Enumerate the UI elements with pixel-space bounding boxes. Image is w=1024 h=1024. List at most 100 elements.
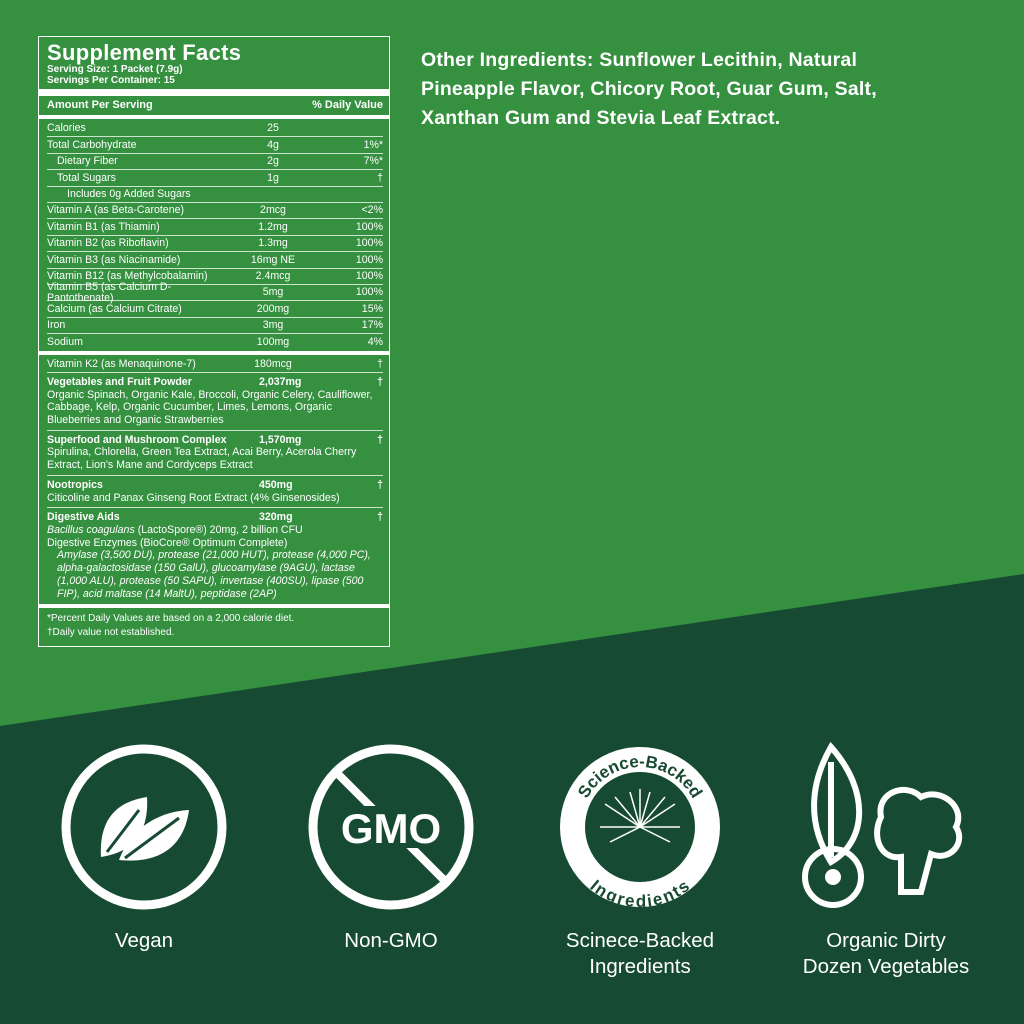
badge-label: Vegan <box>114 929 174 952</box>
footnotes: *Percent Daily Values are based on a 2,0… <box>47 610 383 639</box>
nutrient-amount: 4g <box>267 138 279 151</box>
section-description: Citicoline and Panax Ginseng Root Extrac… <box>47 491 340 504</box>
nutrient-amount: 3mg <box>262 319 284 332</box>
nutrient-row: Iron 3mg 17% <box>47 318 383 335</box>
nutrient-name: Vitamin K2 (as Menaquinone-7) <box>47 357 196 370</box>
nutrient-row: Total Sugars 1g † <box>47 170 383 187</box>
nutrient-name: Iron <box>47 319 66 332</box>
nutrient-name: Total Sugars <box>57 171 116 184</box>
nutrient-row: Vitamin A (as Beta-Carotene) 2mcg <2% <box>47 203 384 220</box>
nutrient-row: Vitamin B2 (as Riboflavin) 1.3mg 100% <box>47 236 383 253</box>
nutrient-row: Includes 0g Added Sugars <box>47 187 383 204</box>
nutrient-name: Calcium (as Calcium Citrate) <box>47 302 182 315</box>
nutrient-dv: 100% <box>355 220 383 233</box>
nutrient-dv: 17% <box>361 319 383 332</box>
divider <box>39 604 389 609</box>
nutrient-row: Vitamin B1 (as Thiamin) 1.2mg 100% <box>47 219 383 236</box>
badge-dirty-dozen: Organic Dirty Dozen Vegetables <box>786 742 986 980</box>
nutrient-name: Total Carbohydrate <box>47 138 137 151</box>
nutrient-dv: 100% <box>355 253 383 266</box>
nutrient-row: Vitamin B5 (as Calcium D-Pantothenate) 5m… <box>47 281 383 304</box>
enzymes-list: Amylase (3,500 DU), protease (21,000 HUT… <box>57 549 371 600</box>
header-amount: Amount Per Serving <box>47 99 153 112</box>
nutrient-name: Vitamin B3 (as Niacinamide) <box>47 253 181 266</box>
footnote-dagger: †Daily value not established. <box>47 626 175 638</box>
nutrient-name: Vitamin B12 (as Methylcobalamin) <box>47 270 208 282</box>
nutrient-amount: 16mg NE <box>250 253 296 266</box>
section-name: Digestive Aids <box>47 511 120 524</box>
nutrient-amount: 5mg <box>262 286 284 299</box>
nutrient-row: Total Carbohydrate 4g 1%* <box>47 137 383 154</box>
nutrient-row: Sodium 100mg 4% <box>47 334 383 350</box>
badge-label: Scinece-Backed Ingredients <box>565 929 715 978</box>
leaf-icon <box>61 744 227 910</box>
servings-per-container: Servings Per Container: 15 <box>47 75 175 87</box>
section-amount: 2,037mg <box>259 375 302 388</box>
section-dv: † <box>377 478 383 491</box>
section-description: Organic Spinach, Organic Kale, Broccoli,… <box>47 388 373 427</box>
nutrient-dv: † <box>377 357 383 370</box>
facts-title: Supplement Facts <box>47 40 242 65</box>
nutrient-row: Calcium (as Calcium Citrate) 200mg 15% <box>47 301 383 318</box>
nutrient-amount: 100mg <box>256 336 290 349</box>
blend-section: Vegetables and Fruit Powder 2,037mg † Organ… <box>47 373 383 431</box>
section-amount: 450mg <box>259 478 293 491</box>
nutrient-dv: 15% <box>361 302 383 315</box>
badge-science-backed: Science-Backed Ingredients Scinece-Backed… <box>540 742 740 980</box>
nutrient-name: Dietary Fiber <box>57 155 118 168</box>
nutrient-row-k2: Vitamin K2 (as Menaquinone-7) 180mcg † <box>47 357 383 373</box>
header-dv: % Daily Value <box>312 99 383 112</box>
section-name: Vegetables and Fruit Powder <box>47 375 192 388</box>
nutrient-amount: 2.4mcg <box>255 270 291 282</box>
serving-size: Serving Size: 1 Packet (7.9g) <box>47 64 183 76</box>
nutrient-name: Includes 0g Added Sugars <box>67 188 191 201</box>
probiotic-name: Bacillus coagulans <box>47 523 135 536</box>
badge-vegan: Vegan <box>44 742 244 954</box>
section-name: Nootropics <box>47 478 103 491</box>
nutrient-dv: 100% <box>355 237 383 250</box>
blend-sections: Vegetables and Fruit Powder 2,037mg † Organ… <box>47 373 383 509</box>
facts-header: Amount Per Serving % Daily Value <box>47 99 383 114</box>
badge-label: Non-GMO <box>344 929 438 952</box>
nutrient-amount: 200mg <box>256 302 290 315</box>
divider <box>39 115 389 120</box>
nutrient-amount: 1.3mg <box>258 237 288 250</box>
no-gmo-icon: GMO <box>308 744 474 910</box>
badge-label: Organic Dirty Dozen Vegetables <box>802 929 970 978</box>
nutrient-dv: 1%* <box>363 138 383 151</box>
section-description: Spirulina, Chlorella, Green Tea Extract,… <box>47 446 357 472</box>
blend-section: Superfood and Mushroom Complex 1,570mg † Sp… <box>47 431 383 476</box>
section-dv: † <box>377 511 383 524</box>
divider <box>39 350 389 355</box>
nutrient-dv: <2% <box>361 204 384 217</box>
other-ingredients: Other Ingredients: Sunflower Lecithin, N… <box>421 49 877 129</box>
nutrient-row: Vitamin B12 (as Methylcobalamin) 2.4mcg 10… <box>47 269 383 285</box>
nutrient-dv: 100% <box>355 286 383 299</box>
nutrient-rows: Calories 25 Total Carbohydrate 4g 1%* Dietary… <box>47 121 383 350</box>
nutrient-amount: 180mcg <box>254 357 292 370</box>
nutrient-name: Vitamin A (as Beta-Carotene) <box>47 204 185 217</box>
section-digestive-aids: Digestive Aids 320mg † Bacillus coagulans … <box>47 508 383 603</box>
section-dv: † <box>377 433 383 446</box>
badge-non-gmo: GMO Non-GMO <box>291 742 491 954</box>
nutrient-row: Calories 25 <box>47 121 383 138</box>
nutrient-dv: † <box>377 171 383 184</box>
supplement-facts-panel: Supplement Facts Serving Size: 1 Packet … <box>38 36 390 647</box>
section-name: Superfood and Mushroom Complex <box>47 433 227 446</box>
blend-section: Nootropics 450mg † Citicoline and Panax Gin… <box>47 476 383 509</box>
enzymes-title: Digestive Enzymes (BioCore® Optimum Comp… <box>47 536 288 549</box>
section-dv: † <box>377 375 383 388</box>
nutrient-amount: 25 <box>267 122 279 135</box>
nutrient-dv: 7%* <box>363 155 383 168</box>
nutrient-row: Dietary Fiber 2g 7%* <box>47 154 383 171</box>
nutrient-amount: 1.2mg <box>258 220 288 233</box>
nutrient-name: Vitamin B5 (as Calcium D-Pantothenate) <box>47 281 172 304</box>
nutrient-row: Vitamin B3 (as Niacinamide) 16mg NE 100% <box>47 252 383 269</box>
section-amount: 320mg <box>259 511 293 524</box>
nutrient-amount: 2g <box>267 155 279 168</box>
nutrient-name: Vitamin B2 (as Riboflavin) <box>47 237 169 250</box>
nutrient-name: Calories <box>47 122 86 135</box>
nutrient-dv: 4% <box>367 336 383 349</box>
